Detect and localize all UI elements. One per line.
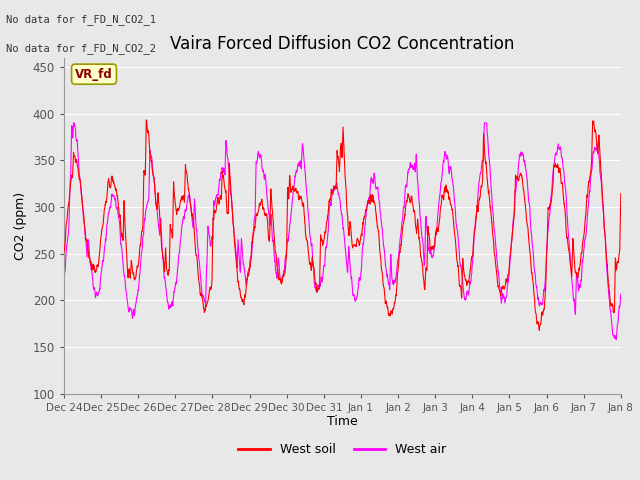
Text: No data for f_FD_N_CO2_1: No data for f_FD_N_CO2_1 xyxy=(6,14,156,25)
X-axis label: Time: Time xyxy=(327,415,358,429)
Text: VR_fd: VR_fd xyxy=(75,68,113,81)
Legend: West soil, West air: West soil, West air xyxy=(233,438,452,461)
Text: No data for f_FD_N_CO2_2: No data for f_FD_N_CO2_2 xyxy=(6,43,156,54)
Y-axis label: CO2 (ppm): CO2 (ppm) xyxy=(14,192,27,260)
Title: Vaira Forced Diffusion CO2 Concentration: Vaira Forced Diffusion CO2 Concentration xyxy=(170,35,515,53)
